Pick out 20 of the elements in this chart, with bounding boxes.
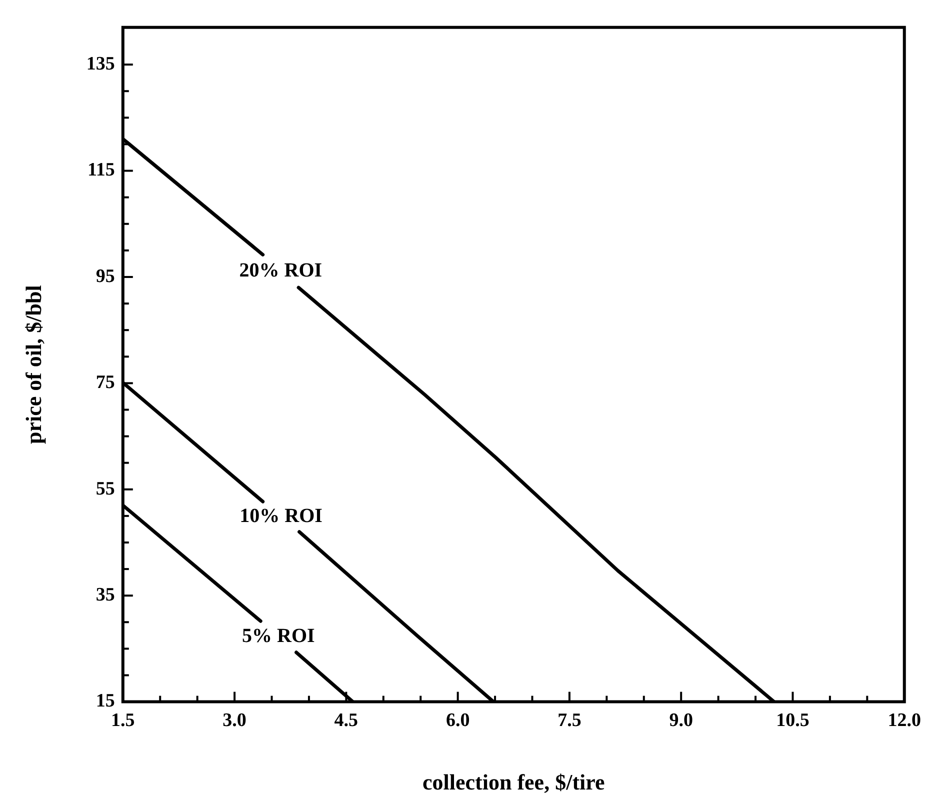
x-tick-label: 6.0 [446, 710, 470, 732]
series-label: 10% ROI [240, 504, 323, 527]
y-tick-label: 55 [96, 478, 115, 500]
y-tick-label: 35 [96, 584, 115, 606]
y-tick-label: 95 [96, 266, 115, 287]
x-tick-label: 1.5 [111, 710, 135, 732]
y-tick-label: 135 [86, 53, 115, 74]
y-tick-label: 75 [96, 372, 115, 394]
x-tick-label: 7.5 [558, 710, 582, 732]
y-axis-title: price of oil, $/bbl [20, 285, 46, 444]
x-tick-label: 4.5 [334, 710, 358, 732]
x-tick-label: 9.0 [669, 710, 693, 732]
y-tick-label: 15 [96, 690, 115, 712]
x-tick-label: 12.0 [888, 710, 921, 732]
series-label: 5% ROI [242, 624, 316, 647]
x-tick-label: 10.5 [776, 710, 810, 732]
x-axis-title: collection fee, $/tire [422, 769, 605, 794]
y-tick-label: 115 [87, 160, 115, 181]
x-tick-label: 3.0 [222, 710, 246, 732]
series-label: 20% ROI [239, 259, 322, 282]
